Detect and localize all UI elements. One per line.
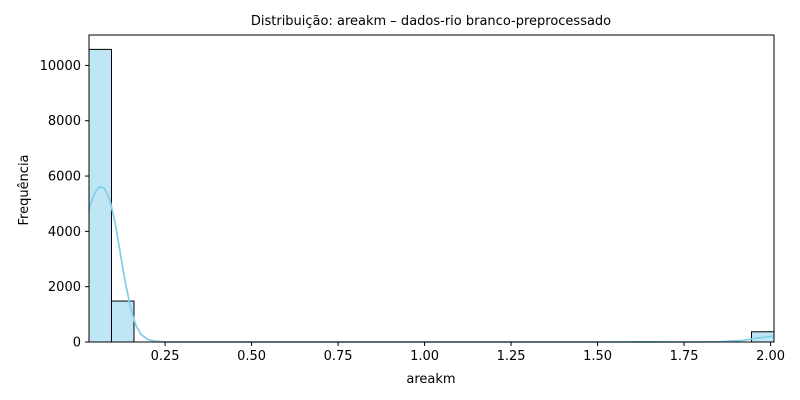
y-tick-label: 0 <box>73 336 81 351</box>
plot-frame <box>89 35 774 342</box>
x-tick-label: 2.00 <box>756 349 785 364</box>
x-tick-label: 1.50 <box>583 349 612 364</box>
kde-curve <box>89 187 774 342</box>
x-axis-label: areakm <box>406 372 455 387</box>
y-tick-label: 10000 <box>40 59 81 74</box>
x-tick-label: 0.50 <box>237 349 266 364</box>
x-tick-label: 1.25 <box>497 349 526 364</box>
y-axis-label: Frequência <box>17 154 32 225</box>
x-tick-label: 1.75 <box>670 349 699 364</box>
plot-area: 0.25 0.50 0.75 1.00 1.25 1.50 1.75 2.00 0 2000 400… <box>40 35 785 364</box>
y-tick-label: 2000 <box>48 280 81 295</box>
y-tick-label: 8000 <box>48 114 81 129</box>
chart-title: Distribuição: areakm – dados-rio branco-… <box>251 14 611 29</box>
x-tick-label: 0.25 <box>151 349 180 364</box>
y-tick-label: 6000 <box>48 170 81 185</box>
x-tick-label: 1.00 <box>410 349 439 364</box>
x-tick-label: 0.75 <box>324 349 353 364</box>
y-tick-label: 4000 <box>48 225 81 240</box>
